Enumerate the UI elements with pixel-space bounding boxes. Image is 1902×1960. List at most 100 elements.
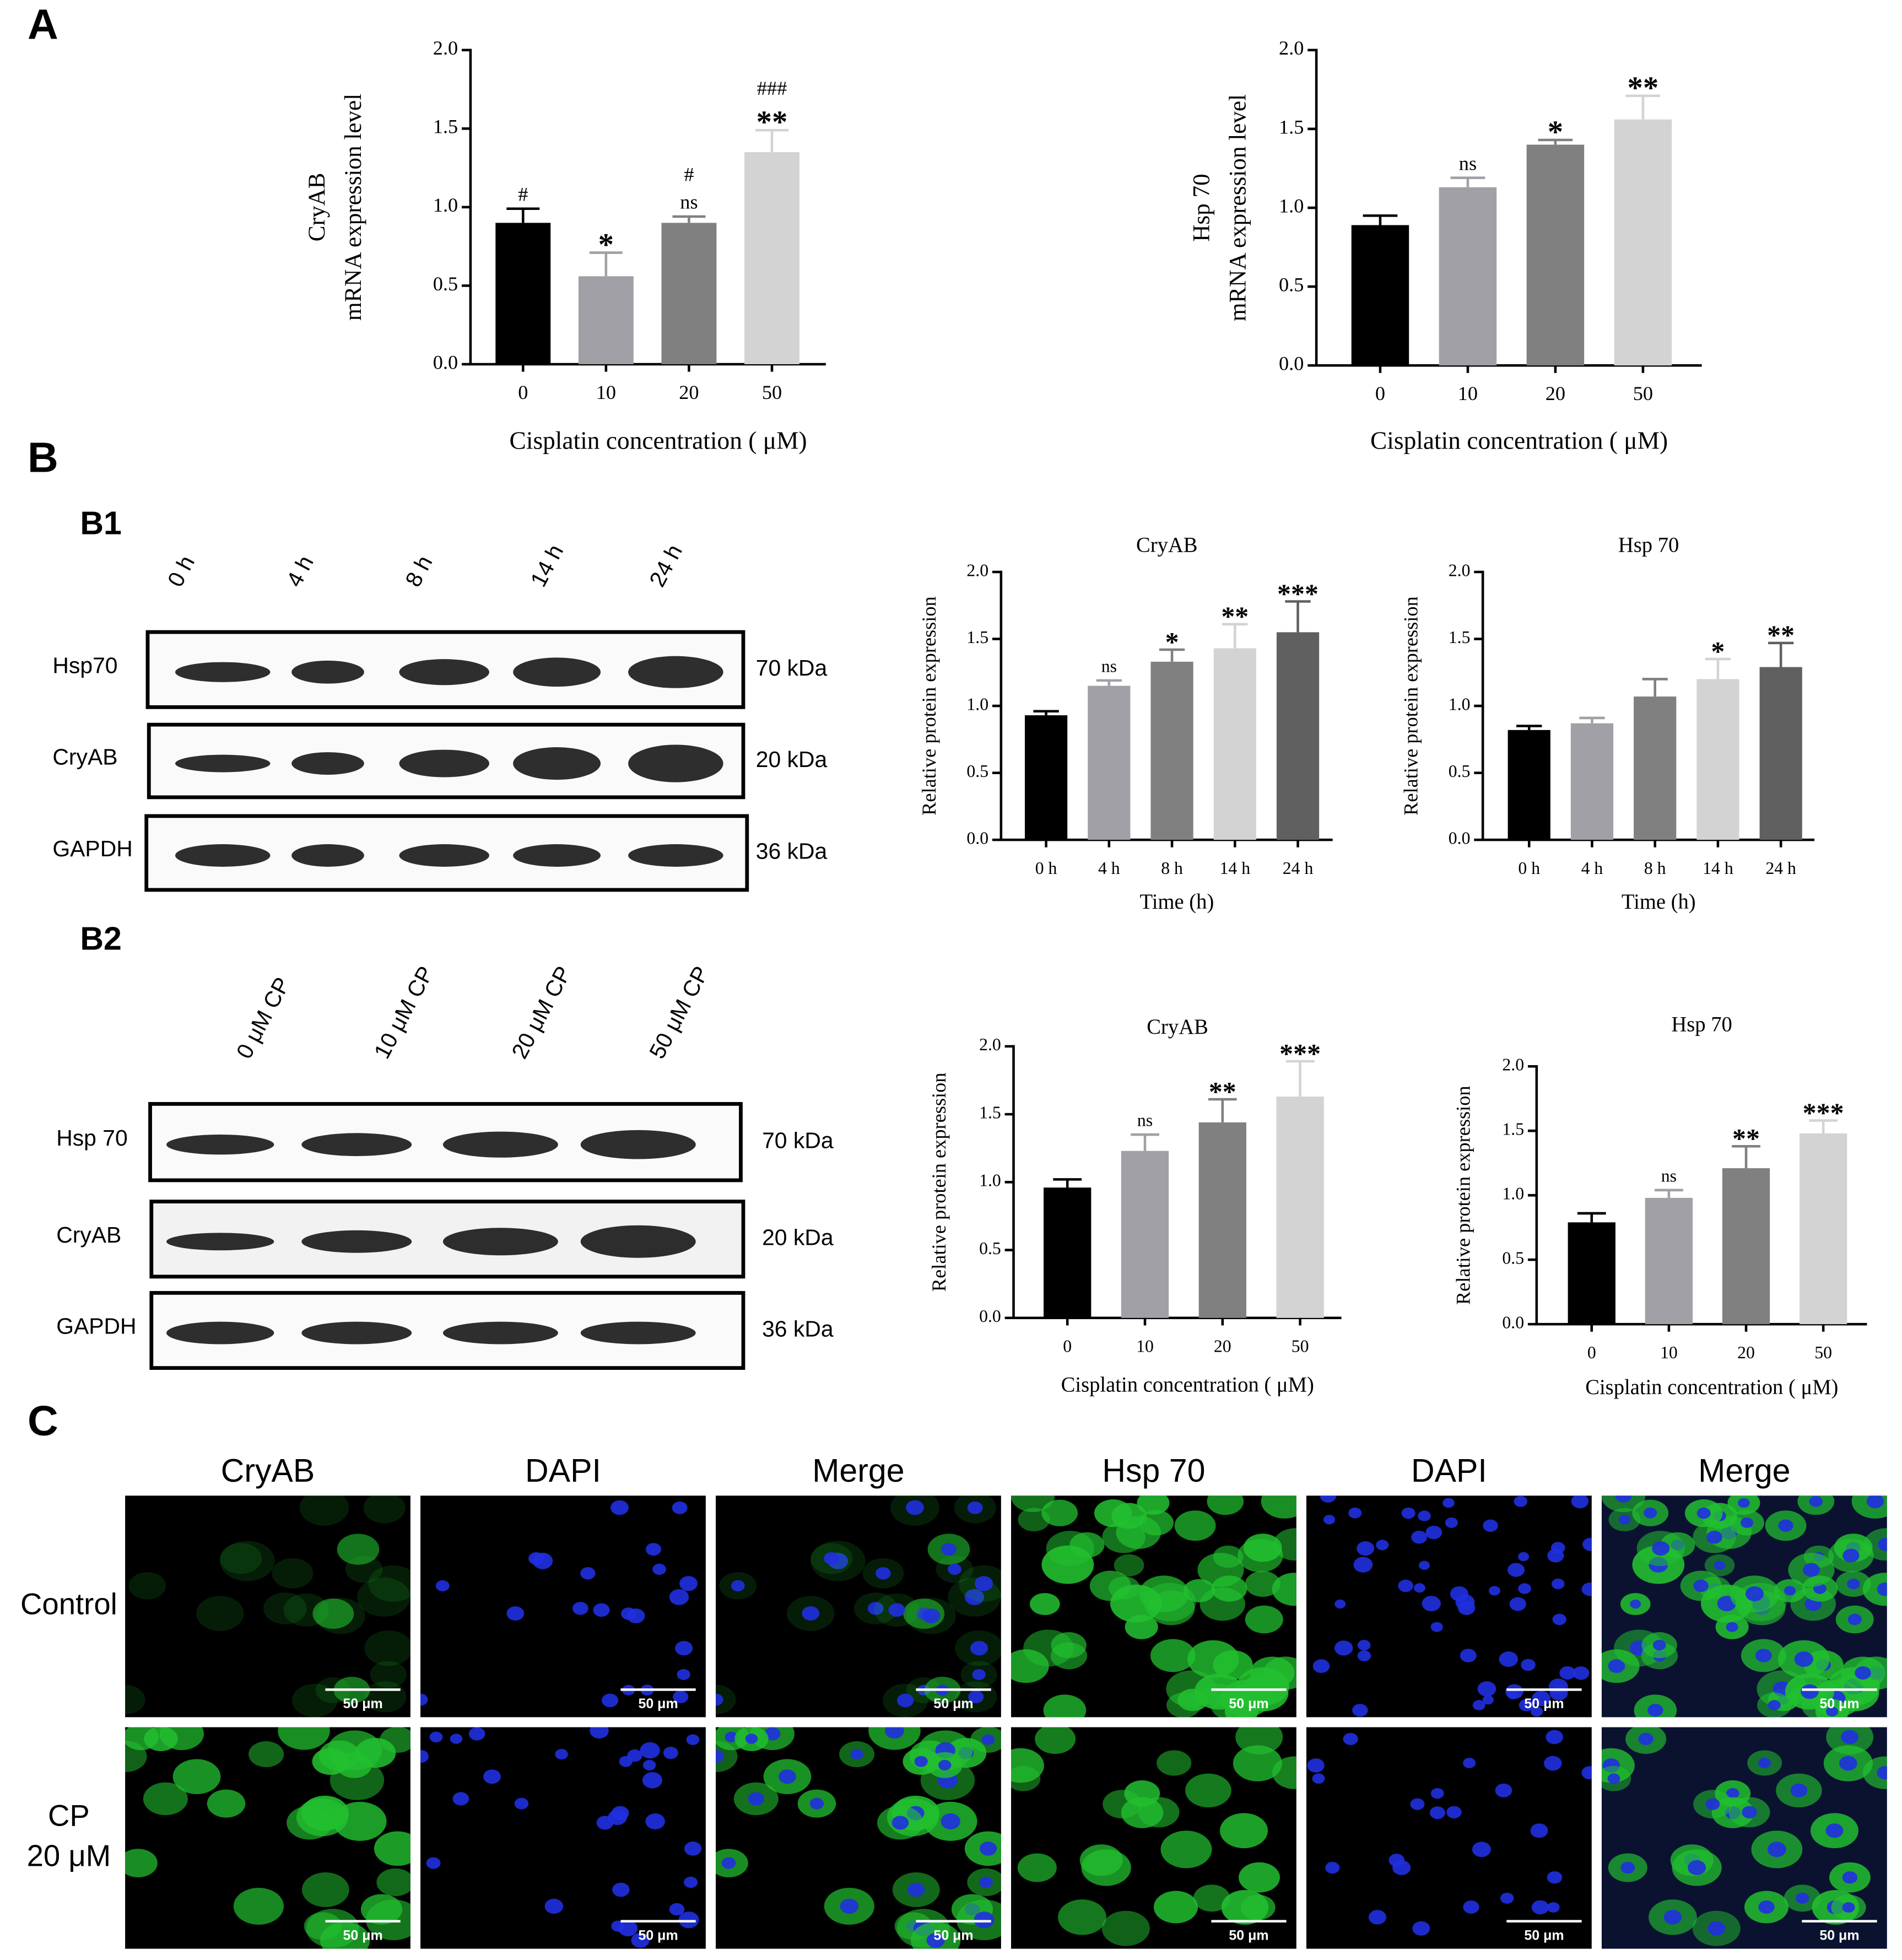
- significance-label: *: [598, 228, 614, 262]
- y-tick-label: 0.0: [1279, 353, 1304, 375]
- scale-bar-label: 50 μm: [1524, 1927, 1564, 1943]
- panel-label: B1: [80, 505, 121, 542]
- nucleus: [896, 1693, 914, 1708]
- y-tick-label: 1.5: [966, 628, 988, 647]
- x-tick-label: 24 h: [1283, 858, 1314, 878]
- nucleus: [1352, 1704, 1368, 1717]
- nucleus: [611, 1806, 629, 1821]
- bar: [1800, 1133, 1847, 1325]
- chart-title: Hsp 70: [1618, 533, 1679, 557]
- cell: [364, 1630, 410, 1666]
- blot-band: [580, 1321, 696, 1345]
- nucleus: [1530, 1823, 1548, 1838]
- y-tick-label: 1.0: [433, 194, 458, 216]
- bar: [1044, 1187, 1092, 1318]
- nucleus: [1482, 1695, 1494, 1705]
- micrograph-bg: [420, 1495, 706, 1718]
- bar: [1614, 119, 1672, 366]
- nucleus: [675, 1640, 693, 1656]
- nucleus: [626, 1608, 645, 1623]
- micrograph-bg: [1306, 1495, 1592, 1718]
- x-tick-label: 24 h: [1765, 858, 1796, 878]
- y-axis-label: CryAB: [304, 173, 330, 242]
- nucleus: [618, 1920, 638, 1936]
- micrograph: [1601, 1727, 1887, 1949]
- significance-label: **: [757, 105, 788, 139]
- nucleus: [972, 1669, 986, 1680]
- y-tick-label: 0.5: [1279, 273, 1304, 295]
- scale-bar-label: 50 μm: [933, 1696, 973, 1711]
- y-tick-label: 1.5: [979, 1103, 1001, 1122]
- nucleus: [1376, 1540, 1389, 1551]
- scale-bar-label: 50 μm: [638, 1696, 678, 1711]
- nucleus: [631, 1932, 650, 1948]
- y-tick-label: 0.0: [1449, 828, 1471, 847]
- nucleus: [1477, 1681, 1496, 1697]
- nucleus: [1855, 1666, 1871, 1680]
- cells: [1307, 1730, 1592, 1936]
- nucleus: [1544, 1756, 1562, 1771]
- bar: [578, 276, 634, 364]
- cell: [1101, 1910, 1150, 1946]
- x-tick-label: 50: [1814, 1343, 1832, 1362]
- nucleus: [1518, 1583, 1531, 1594]
- nucleus: [1693, 1579, 1709, 1592]
- size-label: 36 kDa: [756, 839, 828, 864]
- nucleus: [420, 1750, 429, 1763]
- nucleus: [1547, 1871, 1563, 1884]
- cell: [1174, 1510, 1216, 1541]
- nucleus: [1430, 1788, 1444, 1799]
- cell: [143, 1782, 188, 1816]
- nucleus: [1472, 1842, 1491, 1858]
- x-axis-label: Cisplatin concentration ( μM): [1585, 1376, 1838, 1399]
- scale-bar-label: 50 μm: [1819, 1696, 1859, 1711]
- cells: [420, 1727, 702, 1948]
- cell: [1138, 1797, 1180, 1828]
- nucleus: [1472, 1700, 1485, 1710]
- significance-label: ***: [1803, 1097, 1844, 1128]
- y-tick-label: 1.5: [1279, 116, 1304, 138]
- y-axis-label: Hsp 70: [1189, 174, 1215, 241]
- y-tick-label: 2.0: [433, 37, 458, 59]
- cell: [220, 1541, 275, 1581]
- nucleus: [1620, 1861, 1635, 1874]
- blot-band: [301, 1133, 412, 1157]
- cell: [1094, 1499, 1132, 1527]
- nucleus: [1877, 1582, 1887, 1596]
- cell: [336, 1752, 372, 1778]
- cell: [1041, 1499, 1078, 1526]
- cells: [125, 1727, 410, 1949]
- nucleus: [673, 1691, 689, 1703]
- row-label: GAPDH: [52, 836, 132, 861]
- nucleus: [1411, 1530, 1427, 1544]
- size-label: 20 kDa: [762, 1224, 834, 1250]
- blot-band: [442, 1321, 558, 1345]
- nucleus: [1803, 1563, 1820, 1577]
- nucleus: [1842, 1548, 1860, 1563]
- significance-label: #: [684, 164, 694, 186]
- nucleus: [1507, 1563, 1525, 1577]
- micrograph: [420, 1727, 706, 1949]
- cells: [1011, 1727, 1296, 1946]
- nucleus: [1519, 1699, 1534, 1711]
- nucleus: [1847, 1578, 1860, 1590]
- significance-label: **: [1732, 1123, 1760, 1154]
- significance-label: *: [1548, 115, 1563, 149]
- x-tick-label: 20: [1214, 1337, 1231, 1356]
- x-tick-label: 10: [1136, 1337, 1154, 1356]
- cell: [1240, 1894, 1276, 1920]
- nucleus: [684, 1876, 698, 1888]
- cell: [1207, 1495, 1244, 1515]
- cell: [368, 1565, 410, 1602]
- nucleus: [1552, 1613, 1566, 1626]
- nucleus: [1505, 1684, 1523, 1699]
- blot-band: [628, 844, 723, 867]
- y-tick-label: 2.0: [979, 1035, 1001, 1054]
- nucleus: [1778, 1519, 1793, 1532]
- significance-label: ***: [1279, 1038, 1321, 1068]
- x-tick-label: 20: [679, 381, 699, 403]
- nucleus: [619, 1756, 633, 1767]
- column-label: Hsp 70: [1102, 1453, 1205, 1489]
- nucleus: [1755, 1649, 1772, 1662]
